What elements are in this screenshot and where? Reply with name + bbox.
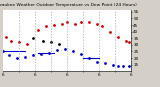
Text: Milwaukee Weather Outdoor Temperature vs Dew Point (24 Hours): Milwaukee Weather Outdoor Temperature vs… — [0, 3, 136, 7]
